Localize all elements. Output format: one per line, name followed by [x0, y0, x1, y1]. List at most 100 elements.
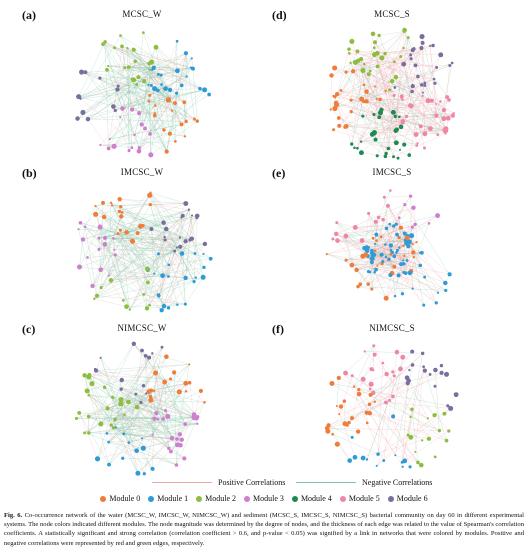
negative-edge	[115, 416, 198, 428]
negative-edge	[113, 427, 144, 449]
network-node	[367, 402, 372, 407]
negative-edge	[158, 277, 204, 296]
network-node	[176, 303, 179, 306]
positive-edge	[372, 238, 424, 306]
network-node	[392, 224, 396, 228]
network-node	[116, 84, 120, 88]
positive-edge	[358, 49, 413, 61]
negative-edge	[147, 258, 211, 270]
negative-edge	[114, 390, 152, 420]
network-node	[394, 454, 397, 457]
network-node	[184, 390, 188, 393]
positive-edge	[339, 125, 447, 132]
positive-edge	[410, 45, 431, 56]
network-node	[360, 455, 366, 461]
network-node	[395, 251, 398, 254]
positive-edge	[393, 133, 446, 157]
network-node	[144, 306, 150, 311]
negative-edge	[99, 78, 140, 114]
network-node	[175, 437, 179, 441]
negative-edge	[131, 79, 167, 151]
positive-edge	[376, 434, 409, 467]
negative-edge	[355, 62, 363, 117]
network-node	[343, 233, 349, 239]
panel-letter: (d)	[272, 8, 287, 22]
negative-edge	[89, 374, 151, 401]
network-node	[145, 280, 150, 285]
network-node	[143, 126, 148, 131]
positive-edge	[404, 224, 416, 234]
network-node	[448, 405, 454, 411]
panel-letter: (b)	[22, 166, 37, 180]
network-node	[359, 140, 363, 143]
network-node	[392, 374, 396, 378]
network-node	[362, 83, 366, 87]
network-node	[94, 456, 101, 462]
network-node	[389, 248, 393, 252]
network-node	[160, 83, 163, 86]
negative-edge	[372, 215, 438, 256]
network-node	[408, 194, 413, 198]
network-node	[343, 125, 347, 129]
negative-edge	[136, 406, 164, 420]
negative-edge	[149, 195, 165, 238]
network-node	[435, 102, 438, 105]
negative-edge	[128, 67, 133, 148]
network-node	[148, 203, 152, 207]
network-node	[148, 394, 153, 399]
network-node	[422, 368, 427, 373]
network-panel-a: (a) MCSC_W	[22, 8, 262, 166]
negative-edge	[121, 46, 125, 68]
positive-edge	[139, 93, 177, 148]
network-node	[90, 283, 95, 289]
network-node	[396, 156, 400, 160]
negative-edge	[94, 368, 170, 418]
positive-edge	[368, 274, 391, 285]
positive-edge	[433, 79, 437, 116]
network-node	[415, 241, 418, 244]
positive-edge	[369, 413, 403, 467]
negative-edge	[152, 434, 169, 449]
network-node	[442, 128, 445, 131]
negative-edge	[351, 54, 375, 112]
negative-edge	[143, 246, 181, 295]
positive-edge	[379, 31, 405, 36]
negative-edge	[327, 423, 346, 429]
network-node	[418, 263, 423, 268]
network-node	[175, 246, 178, 249]
network-node	[392, 254, 397, 259]
negative-edge	[112, 397, 139, 474]
positive-edge	[429, 45, 435, 80]
network-node	[361, 114, 365, 118]
network-node	[420, 40, 425, 45]
network-node	[439, 370, 444, 375]
network-node	[325, 428, 331, 434]
network-node	[187, 208, 191, 211]
network-node	[404, 235, 410, 241]
network-node	[386, 203, 390, 208]
network-edges	[76, 343, 205, 474]
negative-edge	[176, 402, 205, 466]
network-node	[447, 429, 451, 433]
network-node	[436, 133, 440, 137]
network-node	[350, 435, 354, 439]
positive-edge	[357, 60, 386, 157]
network-node	[111, 104, 116, 109]
network-node	[154, 104, 157, 107]
network-node	[99, 356, 102, 359]
positive-edge	[117, 48, 128, 90]
network-node	[389, 78, 395, 84]
network-node	[102, 235, 108, 240]
network-node	[384, 151, 388, 156]
negative-edge	[78, 229, 127, 233]
negative-edge	[88, 416, 158, 420]
network-node	[370, 248, 374, 253]
positive-edge	[336, 102, 404, 124]
network-node	[403, 202, 407, 207]
network-node	[353, 146, 356, 150]
negative-edge	[150, 192, 195, 282]
network-node	[113, 253, 117, 257]
network-node	[422, 131, 428, 137]
network-node	[202, 252, 205, 256]
negative-edge	[108, 390, 152, 465]
